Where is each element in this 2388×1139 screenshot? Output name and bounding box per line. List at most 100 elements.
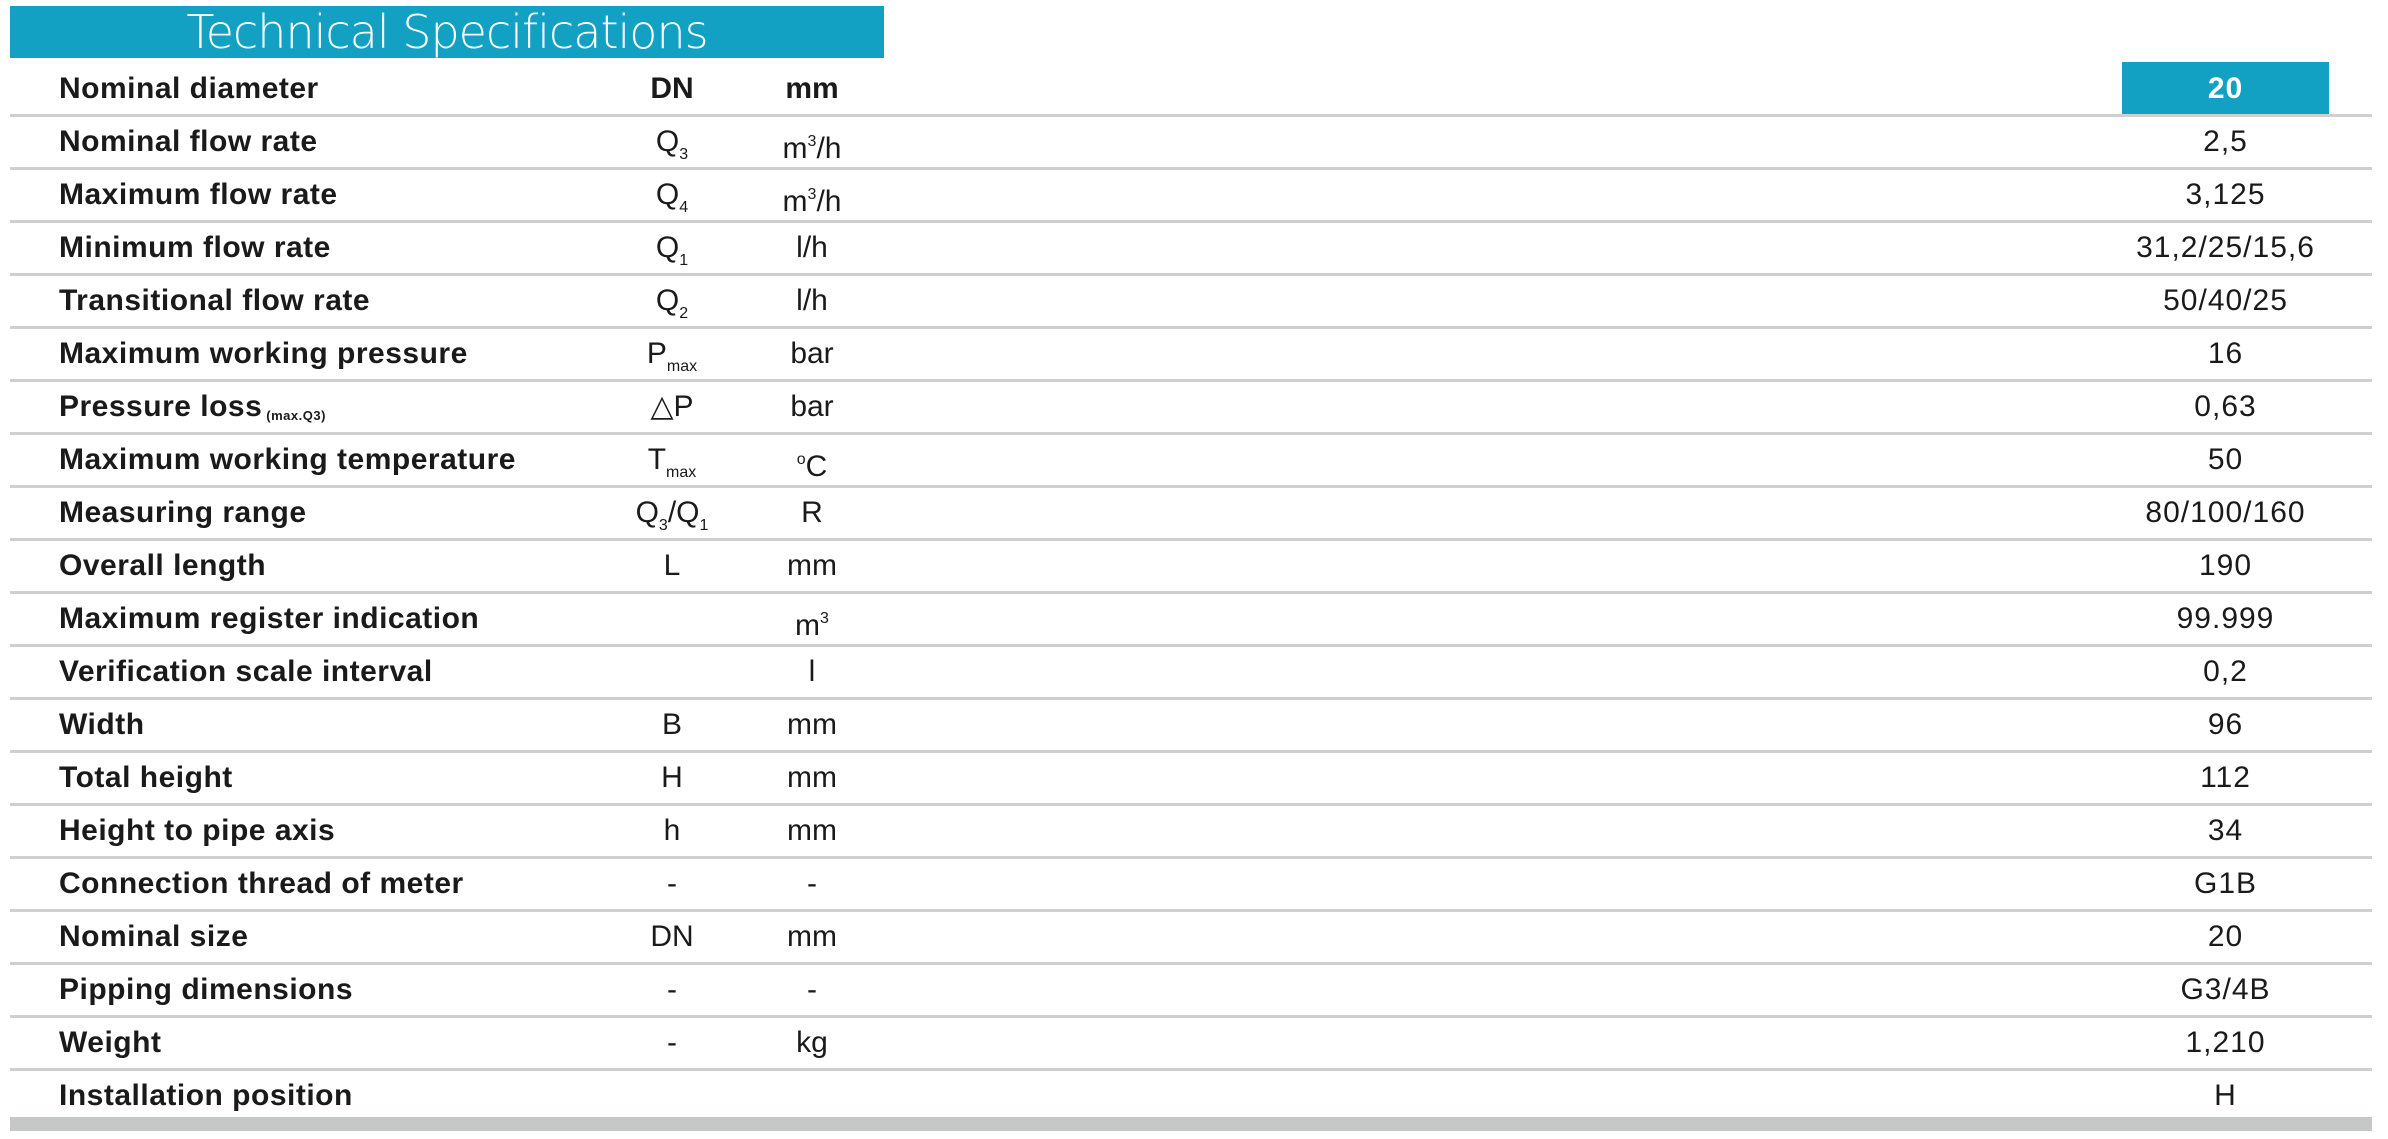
table-row: Pipping dimensions - - G3/4B xyxy=(10,965,2372,1018)
symbol-text: Q xyxy=(655,284,680,317)
symbol-text: P xyxy=(646,337,667,370)
row-value: 3,125 xyxy=(2185,178,2266,211)
symbol-subscript: max xyxy=(666,464,697,481)
row-value: 112 xyxy=(2200,761,2251,794)
unit-superscript: 3 xyxy=(807,133,817,150)
row-label: Measuring range xyxy=(59,488,307,538)
table-row: Installation position H xyxy=(10,1071,2372,1121)
header-unit: mm xyxy=(785,72,839,105)
row-symbol: B xyxy=(612,700,732,750)
row-symbol xyxy=(612,594,732,644)
row-label: Pressure loss (max.Q3) xyxy=(59,382,326,432)
row-symbol xyxy=(612,1071,732,1121)
row-symbol: - xyxy=(612,859,732,909)
label-text: Height to pipe axis xyxy=(59,814,336,847)
row-label: Maximum register indication xyxy=(59,594,479,644)
symbol-subscript-2: 1 xyxy=(699,517,709,534)
symbol-text: △P xyxy=(650,390,694,423)
symbol-text-2: /Q xyxy=(667,496,700,529)
row-unit: mm xyxy=(752,912,872,962)
symbol-subscript: max xyxy=(666,358,698,375)
row-label: Maximum flow rate xyxy=(59,170,338,220)
row-symbol: Q3/Q1 xyxy=(612,488,732,538)
table-row: Pressure loss (max.Q3) △P bar 0,63 xyxy=(10,382,2372,435)
label-text: Total height xyxy=(59,761,233,794)
table-header-row: Nominal diameter DN mm 20 xyxy=(10,64,2372,117)
row-value: H xyxy=(2214,1079,2237,1112)
row-unit: l/h xyxy=(752,223,872,273)
symbol-subscript: 2 xyxy=(679,305,689,322)
label-text: Transitional flow rate xyxy=(59,284,371,317)
row-unit: - xyxy=(752,965,872,1015)
symbol-subscript: 3 xyxy=(679,146,689,163)
unit-text-2: /h xyxy=(816,132,842,165)
row-value: G3/4B xyxy=(2180,973,2271,1006)
row-unit: - xyxy=(752,859,872,909)
unit-text: R xyxy=(801,496,823,529)
unit-text: - xyxy=(807,973,817,1006)
symbol-text: - xyxy=(667,973,677,1006)
table-row: Nominal size DN mm 20 xyxy=(10,912,2372,965)
symbol-subscript: 1 xyxy=(679,252,689,269)
row-value: 31,2/25/15,6 xyxy=(2136,231,2315,264)
row-symbol: △P xyxy=(612,382,732,432)
table-row: Maximum working temperature Tmax oC 50 xyxy=(10,435,2372,488)
table-row: Maximum register indication m3 99.999 xyxy=(10,594,2372,647)
row-label: Nominal size xyxy=(59,912,248,962)
spec-table: Nominal diameter DN mm 20 Nominal flow r… xyxy=(10,64,2372,1121)
row-unit: l xyxy=(752,647,872,697)
row-label: Transitional flow rate xyxy=(59,276,370,326)
table-row: Verification scale interval l 0,2 xyxy=(10,647,2372,700)
row-label: Nominal flow rate xyxy=(59,117,318,167)
symbol-text: L xyxy=(663,549,681,582)
bottom-bar xyxy=(10,1117,2372,1131)
row-symbol xyxy=(612,647,732,697)
unit-text: bar xyxy=(790,390,834,423)
unit-text: mm xyxy=(787,549,837,582)
row-symbol: Q1 xyxy=(612,223,732,273)
label-text: Installation position xyxy=(59,1079,353,1112)
label-text: Nominal flow rate xyxy=(59,125,318,158)
symbol-text: T xyxy=(647,443,667,476)
symbol-text: Q xyxy=(655,178,680,211)
unit-text: m xyxy=(782,132,808,165)
row-label: Overall length xyxy=(59,541,266,591)
label-text: Connection thread of meter xyxy=(59,867,464,900)
row-symbol: Tmax xyxy=(612,435,732,485)
row-symbol: Q4 xyxy=(612,170,732,220)
row-label: Weight xyxy=(59,1018,161,1068)
row-symbol: Pmax xyxy=(612,329,732,379)
label-text: Pressure loss xyxy=(59,390,263,423)
unit-text: mm xyxy=(787,708,837,741)
table-row: Height to pipe axis h mm 34 xyxy=(10,806,2372,859)
row-symbol: Q2 xyxy=(612,276,732,326)
row-unit: m3/h xyxy=(752,117,872,167)
row-label: Total height xyxy=(59,753,233,803)
row-value: 96 xyxy=(2207,708,2244,741)
row-label: Pipping dimensions xyxy=(59,965,353,1015)
label-text: Maximum register indication xyxy=(59,602,480,635)
row-value: G1B xyxy=(2193,867,2258,900)
label-text: Maximum flow rate xyxy=(59,178,338,211)
row-unit: R xyxy=(752,488,872,538)
header-value: 20 xyxy=(2207,72,2244,105)
unit-superscript: 3 xyxy=(807,186,817,203)
label-text: Pipping dimensions xyxy=(59,973,354,1006)
unit-text: kg xyxy=(796,1026,828,1059)
table-row: Minimum flow rate Q1 l/h 31,2/25/15,6 xyxy=(10,223,2372,276)
label-text: Maximum working pressure xyxy=(59,337,468,370)
section-title: Technical Specifications xyxy=(10,6,884,58)
unit-text: l xyxy=(808,655,816,688)
row-label: Height to pipe axis xyxy=(59,806,335,856)
row-value: 20 xyxy=(2207,920,2244,953)
symbol-text: - xyxy=(667,1026,677,1059)
row-label: Connection thread of meter xyxy=(59,859,464,909)
unit-text: l/h xyxy=(796,231,828,264)
row-unit: bar xyxy=(752,382,872,432)
unit-text: - xyxy=(807,867,817,900)
symbol-text: h xyxy=(663,814,681,847)
unit-degree: o xyxy=(796,451,806,468)
row-label: Maximum working temperature xyxy=(59,435,516,485)
